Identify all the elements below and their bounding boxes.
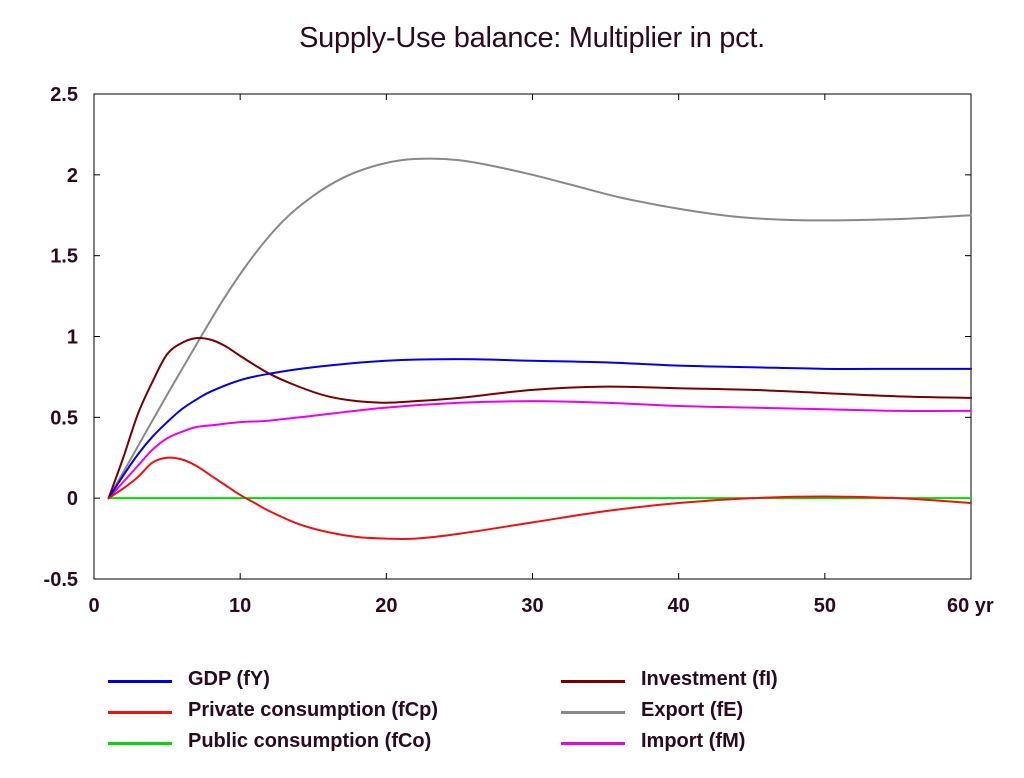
tick-marks	[93, 93, 972, 580]
legend-swatch	[561, 742, 625, 745]
series-line-gdp-fy	[107, 358, 972, 500]
y-tick-label: 1.5	[50, 246, 78, 268]
legend-label: GDP (fY)	[188, 668, 270, 690]
series-line-import-fm	[107, 400, 972, 500]
series-line-export-fe	[107, 157, 972, 500]
x-tick-label: 40	[668, 595, 690, 617]
legend-label: Public consumption (fCo)	[188, 730, 432, 752]
legend-label: Investment (fI)	[641, 668, 778, 690]
series-line-investment-fi	[107, 336, 972, 500]
y-tick-label: 1	[67, 327, 78, 349]
x-tick-label: 30	[521, 595, 543, 617]
legend-label: Private consumption (fCp)	[188, 699, 439, 721]
y-tick-label: 2	[67, 165, 78, 187]
chart-title: Supply-Use balance: Multiplier in pct.	[299, 22, 765, 54]
y-tick-label: 0	[67, 488, 78, 510]
legend-label: Export (fE)	[641, 699, 744, 721]
series-lines	[107, 157, 972, 541]
x-tick-label: 50	[814, 595, 836, 617]
legend-label: Import (fM)	[641, 730, 746, 752]
y-tick-label: 0.5	[50, 407, 78, 429]
x-tick-label: 20	[375, 595, 397, 617]
legend-swatch	[561, 711, 625, 714]
legend-swatch	[561, 680, 625, 683]
x-tick-label: 0	[88, 595, 99, 617]
y-tick-label: 2.5	[50, 84, 78, 106]
x-tick-label: 10	[229, 595, 251, 617]
legend-swatch	[108, 680, 172, 683]
legend-swatch	[108, 742, 172, 745]
tick-labels: -0.5 0 0.5 1 1.5 2 2.5 0 10 20 30 40 50 60 yr	[44, 84, 994, 617]
x-tick-label: 60 yr	[947, 595, 994, 617]
series-line-private-consumption-fcp	[107, 456, 972, 541]
y-tick-label: -0.5	[44, 569, 78, 591]
legend-swatch	[108, 711, 172, 714]
